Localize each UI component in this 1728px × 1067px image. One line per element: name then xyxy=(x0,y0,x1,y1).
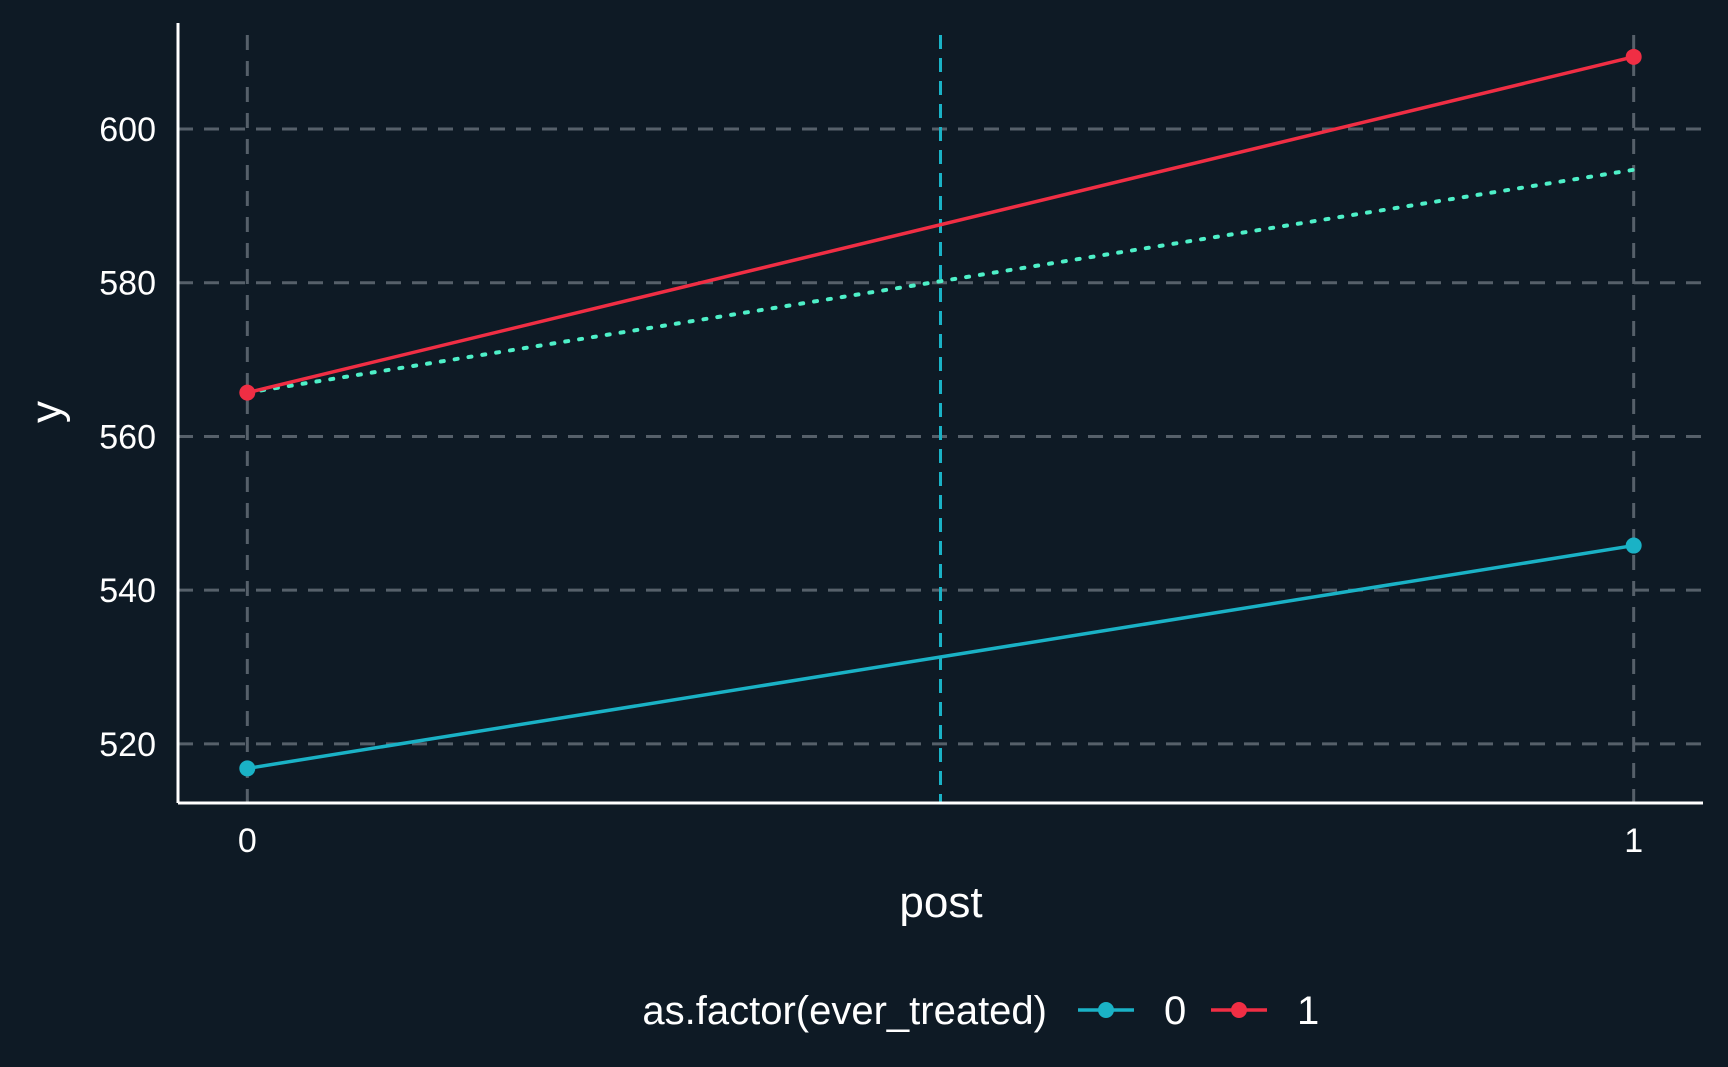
legend: as.factor(ever_treated) 0 1 xyxy=(642,989,1319,1033)
legend-label-0: 0 xyxy=(1164,989,1186,1033)
y-tick-label-540: 540 xyxy=(99,572,156,610)
x-tick-label-1: 1 xyxy=(1624,822,1643,860)
legend-key-0-point xyxy=(1098,1002,1114,1018)
legend-key-1-point xyxy=(1231,1002,1247,1018)
y-tick-label-560: 560 xyxy=(99,418,156,456)
y-tick-label-600: 600 xyxy=(99,111,156,149)
x-axis-title: post xyxy=(899,878,982,927)
series-0-point-0 xyxy=(239,760,256,777)
y-tick-label-520: 520 xyxy=(99,726,156,764)
series-1-line xyxy=(246,55,1635,395)
legend-label-1: 1 xyxy=(1297,989,1319,1033)
tick-labels: 520 540 560 580 600 0 1 xyxy=(99,111,1643,860)
y-tick-label-580: 580 xyxy=(99,265,156,303)
axes xyxy=(176,23,1703,805)
y-axis-title: y xyxy=(22,401,71,423)
legend-title: as.factor(ever_treated) xyxy=(642,989,1047,1033)
series-1-point-1 xyxy=(1625,48,1642,65)
x-tick-label-0: 0 xyxy=(238,822,257,860)
series-0-line xyxy=(247,543,1634,771)
counterfactual-line xyxy=(245,167,1636,395)
series-0-point-1 xyxy=(1625,537,1642,554)
series-1-point-0 xyxy=(239,384,256,401)
series-lines xyxy=(239,48,1642,777)
